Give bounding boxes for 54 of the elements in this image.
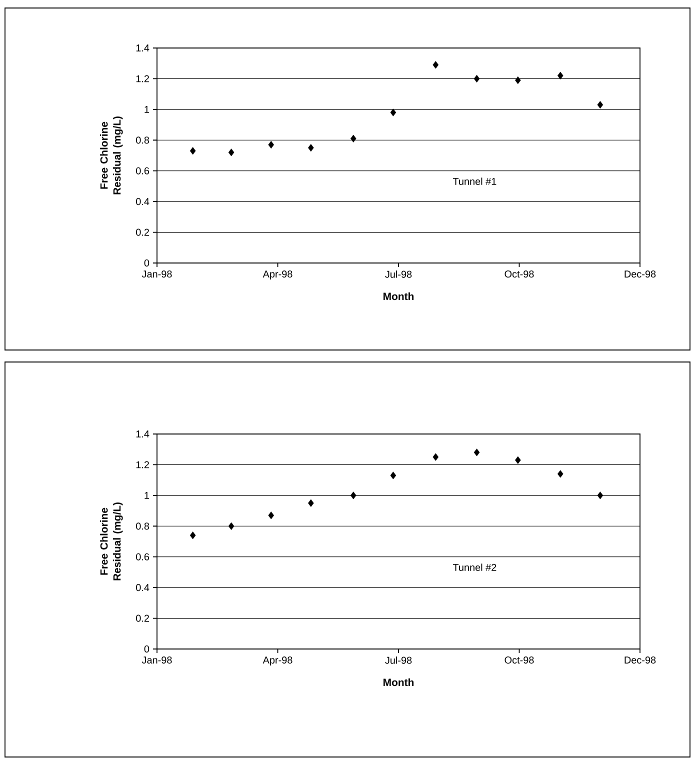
- x-tick-label: Dec-98: [624, 270, 656, 278]
- point: [390, 108, 396, 116]
- y-tick-label: 1: [144, 106, 149, 113]
- point: [432, 453, 439, 461]
- y-tick-label: 0.8: [136, 136, 150, 144]
- point: [515, 76, 521, 84]
- point: [432, 61, 439, 69]
- x-tick-label: Jul-98: [385, 270, 412, 278]
- point: [228, 148, 234, 156]
- x-axis-title: Month: [384, 678, 414, 686]
- y-axis-title: Free Chlorine Residual (mg/L): [100, 116, 123, 194]
- point: [597, 101, 604, 109]
- point: [474, 448, 480, 456]
- point: [557, 470, 564, 478]
- text: Tunnel #2: [452, 564, 496, 571]
- point: [390, 472, 396, 480]
- point: [474, 74, 480, 83]
- x-tick-label: Jan-98: [142, 270, 172, 278]
- point: [268, 512, 274, 520]
- point: [268, 140, 274, 149]
- point: [308, 499, 314, 507]
- y-tick-label: 0.8: [136, 522, 150, 530]
- point: [350, 134, 356, 142]
- x-tick-label: Oct-98: [504, 270, 534, 278]
- y-tick-label: 1.4: [136, 430, 150, 438]
- x-axis-title: Month: [384, 292, 414, 300]
- x-tick-label: Jul-98: [385, 656, 412, 664]
- y-tick-label: 0: [144, 645, 150, 653]
- point: [190, 147, 196, 155]
- y-tick-label: 0: [144, 259, 150, 267]
- x-tick-label: Dec-98: [624, 656, 656, 664]
- point: [190, 532, 196, 540]
- point: [597, 492, 604, 500]
- y-tick-label: 0.4: [136, 584, 150, 592]
- x-tick-label: Oct-98: [504, 656, 534, 664]
- y-tick-label: 0.2: [136, 228, 149, 236]
- x-tick-label: Apr-98: [262, 270, 292, 280]
- point: [515, 456, 521, 464]
- point: [228, 522, 234, 530]
- point: [350, 492, 356, 500]
- y-tick-label: 0.6: [136, 553, 150, 560]
- y-tick-label: 1.4: [136, 44, 150, 52]
- y-tick-label: 0.6: [136, 167, 150, 174]
- y-tick-label: 1.2: [136, 461, 149, 468]
- text: Tunnel #1: [452, 178, 496, 185]
- y-tick-label: 1: [144, 492, 149, 499]
- x-tick-label: Apr-98: [262, 656, 292, 666]
- y-tick-label: 0.2: [136, 614, 149, 622]
- y-tick-label: 0.4: [136, 198, 150, 206]
- x-tick-label: Jan-98: [142, 656, 172, 664]
- y-tick-label: 1.2: [136, 75, 149, 82]
- point: [308, 144, 314, 152]
- point: [557, 72, 564, 80]
- y-axis-title: Free Chlorine Residual (mg/L): [100, 502, 123, 580]
